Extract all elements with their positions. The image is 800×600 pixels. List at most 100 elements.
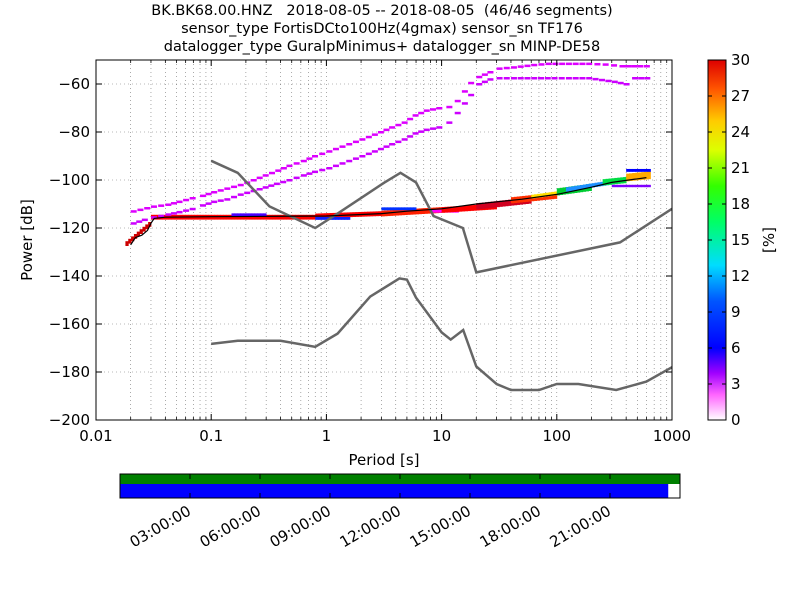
pdf-cell: [611, 178, 615, 185]
pdf-cell: [625, 65, 632, 68]
colorbar-ticks: 0 3 6 9 12 15 18 21 24 27 30: [708, 51, 750, 429]
pdf-cell: [295, 214, 299, 220]
y-axis-label: Power [dB]: [18, 199, 36, 281]
timeline-tick-label: 18:00:00: [477, 502, 544, 551]
pdf-cell: [407, 135, 414, 138]
pdf-cell: [407, 209, 411, 215]
pdf-cell: [614, 184, 619, 188]
pdf-cell: [293, 162, 300, 165]
pdf-cell: [262, 174, 269, 177]
pdf-cell: [228, 214, 233, 220]
y-tick-label: −200: [49, 411, 90, 429]
pdf-cell: [136, 220, 143, 223]
pdf-cell: [189, 197, 196, 200]
pdf-cell: [586, 77, 593, 80]
pdf-cell: [545, 193, 549, 200]
pdf-cell: [352, 140, 359, 144]
pdf-cell: [257, 214, 261, 220]
pdf-cell: [383, 145, 390, 148]
pdf-cell: [347, 216, 351, 220]
y-tick-label: −180: [49, 363, 90, 381]
pdf-cell: [565, 77, 572, 80]
pdf-cell: [635, 184, 639, 188]
pdf-cell: [211, 200, 218, 204]
pdf-cell: [256, 188, 263, 191]
colorbar-tick-label: 18: [731, 195, 750, 213]
pdf-cell: [614, 177, 618, 185]
pdf-cell: [585, 184, 590, 189]
pdf-cell: [200, 194, 207, 198]
grid: [95, 60, 672, 421]
pdf-cell: [133, 234, 138, 239]
pdf-cell: [395, 207, 400, 211]
pdf-cell: [456, 206, 460, 212]
pdf-cell: [237, 183, 244, 187]
pdf-cell: [517, 65, 524, 68]
pdf-cell: [484, 202, 489, 209]
pdf-cell: [346, 143, 353, 146]
pdf-cell: [395, 123, 402, 127]
pdf-cell: [647, 171, 651, 180]
pdf-cell: [200, 204, 207, 207]
pdf-cell: [217, 199, 224, 202]
pdf-cell: [647, 168, 651, 172]
pdf-cell: [600, 181, 604, 187]
pdf-cell: [234, 214, 238, 220]
pdf-cell: [641, 172, 645, 180]
pdf-cell: [130, 210, 137, 213]
pdf-cell: [280, 180, 287, 184]
pdf-cell: [572, 77, 579, 80]
pdf-cell: [597, 182, 601, 187]
pdf-cell: [447, 206, 451, 213]
pdf-cell: [404, 207, 408, 211]
pdf-cell: [390, 207, 394, 211]
noise-models: [210, 159, 672, 392]
x-tick-label: 0.1: [199, 427, 223, 445]
pdf-cell: [503, 66, 510, 70]
pdf-cell: [254, 214, 258, 220]
pdf-cell: [427, 207, 431, 214]
colorbar-tick-label: 15: [731, 231, 750, 249]
pdf-cell: [262, 186, 269, 189]
pdf-cell: [635, 168, 639, 172]
pdf-cell: [496, 67, 503, 70]
pdf-cell: [341, 216, 345, 220]
pdf-cell: [401, 209, 405, 216]
pdf-cell: [638, 184, 642, 188]
pdf-cell: [647, 184, 651, 188]
timeline-tick-label: 12:00:00: [337, 502, 404, 551]
noise-model-low: [211, 277, 672, 392]
pdf-cell: [623, 83, 630, 86]
pdf-cell: [415, 208, 420, 215]
pdf-cell: [579, 77, 586, 80]
pdf-cell: [644, 184, 648, 188]
colorbar-tick-label: 0: [731, 411, 741, 429]
pdf-cell: [611, 184, 616, 188]
pdf-cell: [537, 193, 541, 198]
pdf-cell: [594, 62, 601, 66]
pdf-cell: [254, 213, 258, 217]
pdf-cell: [371, 133, 378, 136]
pdf-cell: [524, 77, 531, 80]
pdf-cell: [283, 214, 287, 220]
pdf-cell: [404, 209, 408, 216]
pdf-cell: [468, 93, 475, 97]
y-tick-label: −160: [49, 315, 90, 333]
pdf-cell: [286, 179, 293, 182]
colorbar-tick-label: 27: [731, 87, 750, 105]
pdf-cell: [594, 182, 598, 188]
title-line-1: BK.BK68.00.HNZ 2018-08-05 -- 2018-08-05 …: [151, 3, 613, 19]
x-tick-label: 1000: [653, 427, 691, 445]
pdf-cell: [632, 173, 636, 181]
pdf-cell: [641, 168, 645, 172]
pdf-cell: [339, 162, 346, 165]
pdf-cell: [637, 65, 644, 68]
pdf-cell: [389, 126, 396, 129]
pdf-cell: [312, 170, 319, 174]
pdf-cell: [577, 185, 581, 190]
pdf-cell: [450, 206, 454, 213]
colorbar-tick-label: 30: [731, 51, 750, 69]
pdf-cell: [531, 77, 538, 80]
pdf-cell: [620, 184, 625, 188]
pdf-cell: [410, 207, 414, 211]
